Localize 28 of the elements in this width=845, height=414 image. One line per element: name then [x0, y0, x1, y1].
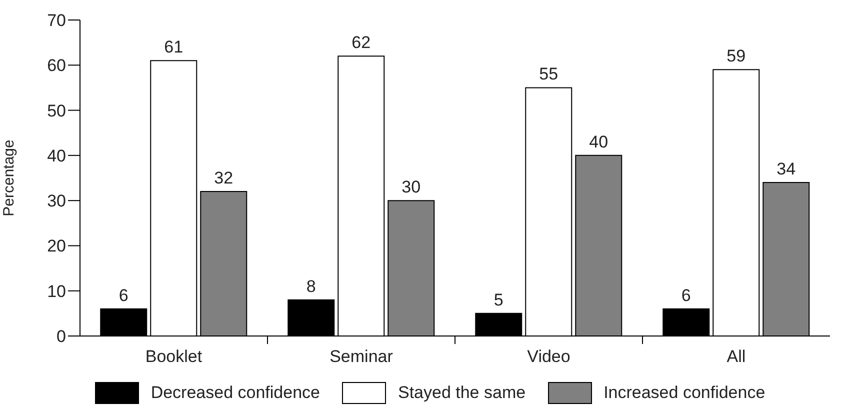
x-tick-label: Booklet — [145, 347, 202, 366]
data-label: 32 — [214, 168, 234, 188]
data-label: 59 — [726, 46, 746, 66]
data-label: 61 — [164, 38, 184, 57]
data-label: 55 — [539, 64, 558, 84]
x-tick-label: All — [726, 347, 746, 366]
y-tick-label: 0 — [56, 327, 66, 346]
legend-label: Stayed the same — [398, 383, 526, 403]
legend-label: Increased confidence — [604, 383, 766, 403]
y-tick-label: 30 — [47, 192, 66, 211]
data-label: 6 — [681, 286, 691, 305]
y-tick-label: 70 — [47, 11, 66, 30]
data-label: 6 — [118, 286, 128, 305]
y-tick-label: 50 — [47, 101, 66, 120]
y-tick-label: 20 — [47, 236, 66, 256]
x-tick-label: Video — [527, 347, 570, 366]
legend-label: Decreased confidence — [150, 383, 320, 403]
y-tick-label: 40 — [47, 146, 66, 166]
y-axis-title: Percentage — [0, 140, 18, 216]
data-label: 34 — [776, 160, 796, 179]
data-label: 5 — [494, 290, 504, 310]
data-label: 62 — [352, 33, 371, 52]
y-tick-label: 10 — [47, 282, 66, 301]
data-label: 8 — [306, 276, 316, 296]
y-tick-label: 60 — [47, 56, 66, 76]
data-label: 40 — [589, 132, 608, 152]
x-tick-label: Seminar — [330, 347, 394, 366]
data-label: 30 — [402, 178, 421, 197]
